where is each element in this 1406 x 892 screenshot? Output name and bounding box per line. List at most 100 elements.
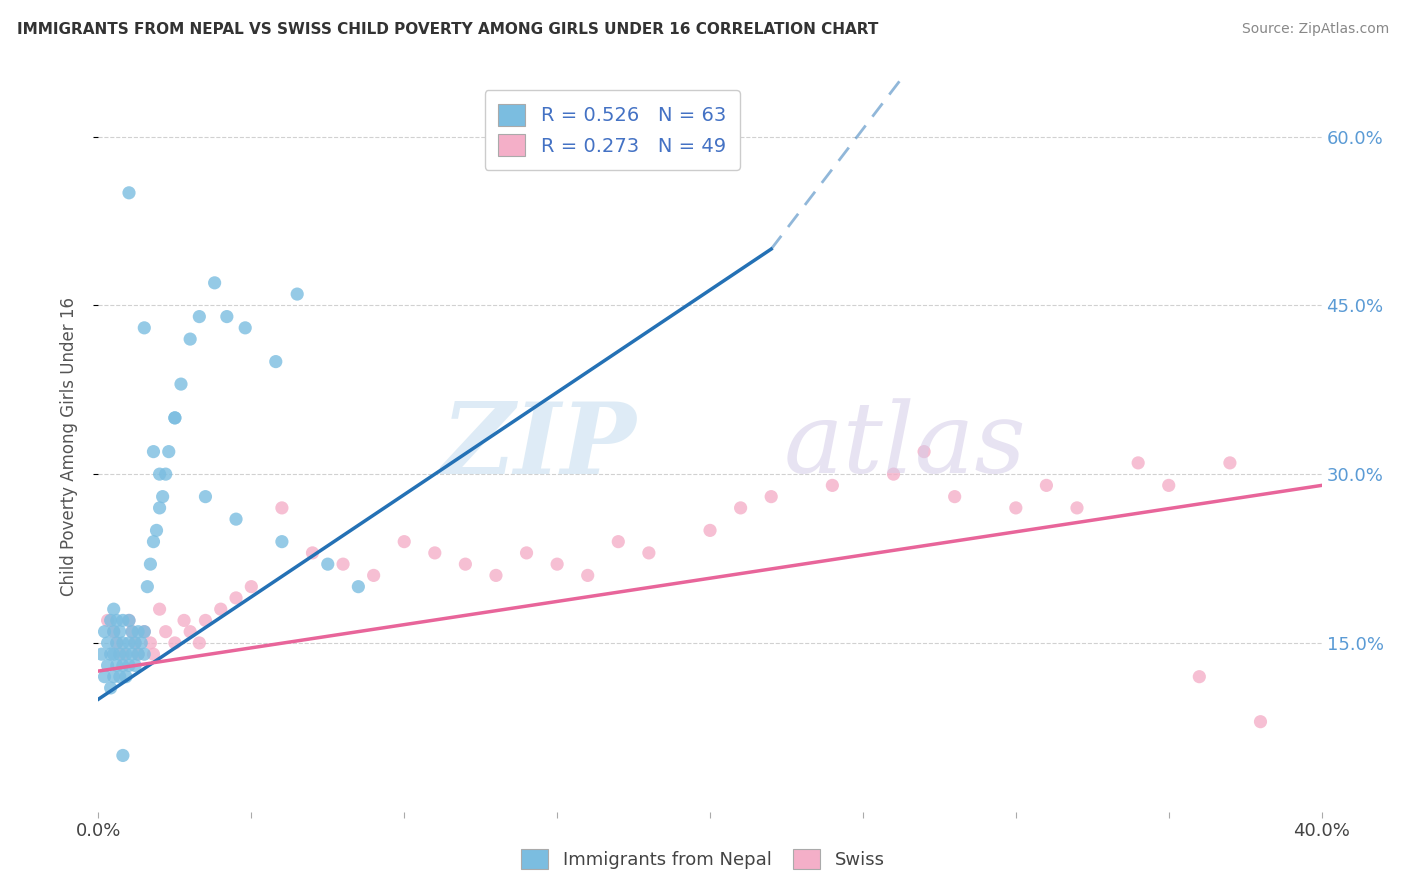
Point (136, 580, 159, 594)
Point (204, 276, 226, 290)
Point (111, 748, 134, 763)
Text: atlas: atlas (783, 399, 1026, 493)
Point (1004, 500, 1026, 515)
Point (225, 591, 247, 605)
Point (233, 321, 256, 335)
Point (134, 624, 156, 639)
Point (730, 500, 752, 515)
Point (100, 681, 122, 695)
Point (943, 490, 966, 504)
Point (883, 467, 905, 482)
Point (134, 647, 156, 661)
Point (546, 557, 568, 571)
Point (129, 636, 152, 650)
Text: ZIP: ZIP (441, 398, 637, 494)
Point (118, 658, 141, 673)
Point (100, 647, 122, 661)
Point (285, 287, 308, 301)
Point (1219, 456, 1241, 470)
Point (111, 658, 134, 673)
Point (149, 500, 172, 515)
Point (637, 546, 661, 560)
Point (121, 647, 143, 661)
Point (111, 636, 134, 650)
Point (163, 410, 186, 425)
Point (759, 490, 782, 504)
Point (1128, 456, 1150, 470)
Point (103, 602, 125, 616)
Point (90, 647, 112, 661)
Point (347, 580, 370, 594)
Point (124, 636, 146, 650)
Point (118, 614, 141, 628)
Point (209, 602, 232, 616)
Point (145, 524, 167, 538)
Point (139, 557, 162, 571)
Point (103, 624, 125, 639)
Point (270, 500, 292, 515)
Point (108, 624, 131, 639)
Point (912, 444, 935, 458)
Point (240, 580, 263, 594)
Point (194, 614, 217, 628)
Point (142, 444, 165, 458)
Point (576, 568, 599, 582)
Point (607, 534, 630, 549)
Point (194, 490, 217, 504)
Point (821, 478, 844, 492)
Point (1066, 500, 1088, 515)
Point (1157, 478, 1180, 492)
Text: IMMIGRANTS FROM NEPAL VS SWISS CHILD POVERTY AMONG GIRLS UNDER 16 CORRELATION CH: IMMIGRANTS FROM NEPAL VS SWISS CHILD POV… (17, 22, 879, 37)
Point (170, 377, 193, 392)
Point (121, 624, 143, 639)
Point (179, 332, 201, 346)
Point (103, 624, 125, 639)
Point (142, 534, 165, 549)
Point (163, 410, 186, 425)
Point (97, 636, 120, 650)
Point (163, 636, 186, 650)
Legend: R = 0.526   N = 63, R = 0.273   N = 49: R = 0.526 N = 63, R = 0.273 N = 49 (485, 90, 740, 169)
Point (124, 658, 146, 673)
Point (332, 557, 354, 571)
Point (301, 546, 323, 560)
Point (179, 624, 201, 639)
Point (1249, 714, 1271, 729)
Point (108, 647, 131, 661)
Point (127, 624, 149, 639)
Point (97, 658, 120, 673)
Point (152, 490, 174, 504)
Point (100, 614, 122, 628)
Point (115, 647, 138, 661)
Point (105, 614, 128, 628)
Point (363, 568, 385, 582)
Point (105, 658, 128, 673)
Point (103, 647, 125, 661)
Point (149, 467, 172, 482)
Point (454, 557, 477, 571)
Text: Source: ZipAtlas.com: Source: ZipAtlas.com (1241, 22, 1389, 37)
Point (111, 614, 134, 628)
Point (215, 310, 238, 324)
Point (127, 647, 149, 661)
Point (118, 614, 141, 628)
Point (225, 512, 247, 526)
Point (316, 557, 339, 571)
Point (93, 670, 115, 684)
Point (111, 647, 134, 661)
Point (97, 614, 120, 628)
Point (1035, 478, 1057, 492)
Point (93, 624, 115, 639)
Point (485, 568, 508, 582)
Point (188, 636, 211, 650)
Point (124, 636, 146, 650)
Point (516, 546, 538, 560)
Point (157, 444, 180, 458)
Point (270, 534, 292, 549)
Point (155, 467, 177, 482)
Point (134, 624, 156, 639)
Point (127, 647, 149, 661)
Point (105, 636, 128, 650)
Point (1188, 670, 1211, 684)
Point (139, 636, 162, 650)
